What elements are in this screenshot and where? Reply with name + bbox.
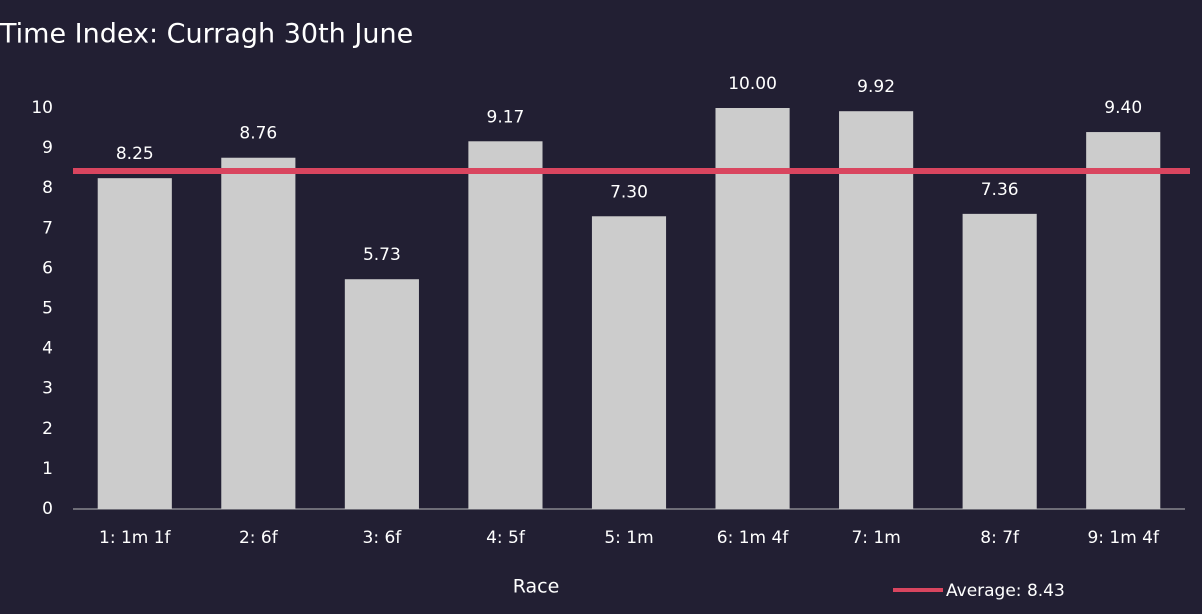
bar	[344, 279, 419, 509]
bar	[97, 178, 172, 510]
x-tick-label: 3: 6f	[363, 528, 403, 548]
bar	[1086, 132, 1161, 509]
bar	[962, 213, 1037, 509]
value-label: 8.25	[116, 144, 154, 164]
x-axis-label: Race	[513, 576, 560, 598]
value-label: 7.36	[981, 180, 1019, 200]
x-tick-label: 6: 1m 4f	[717, 528, 790, 548]
x-tick-label: 9: 1m 4f	[1087, 528, 1160, 548]
y-tick-label: 9	[42, 138, 53, 158]
y-tick-label: 4	[42, 339, 53, 359]
y-tick-label: 0	[42, 499, 53, 519]
y-tick-label: 7	[42, 218, 53, 238]
y-tick-label: 8	[42, 178, 53, 198]
bar	[715, 108, 790, 509]
x-tick-label: 4: 5f	[486, 528, 526, 548]
y-tick-label: 5	[42, 299, 53, 319]
value-label: 8.76	[239, 124, 277, 144]
value-label: 5.73	[363, 245, 401, 265]
y-tick-label: 10	[31, 98, 53, 118]
value-label: 10.00	[728, 74, 777, 94]
value-label: 9.17	[487, 107, 525, 127]
y-tick-label: 2	[42, 419, 53, 439]
x-tick-label: 1: 1m 1f	[99, 528, 172, 548]
x-tick-label: 2: 6f	[239, 528, 279, 548]
x-tick-label: 8: 7f	[980, 528, 1020, 548]
x-tick-label: 7: 1m	[851, 528, 900, 548]
y-tick-label: 3	[42, 379, 53, 399]
y-tick-label: 1	[42, 459, 53, 479]
bar	[468, 141, 543, 509]
y-tick-label: 6	[42, 258, 53, 278]
x-tick-label: 5: 1m	[604, 528, 653, 548]
value-label: 9.40	[1104, 98, 1142, 118]
bar	[591, 216, 667, 509]
bar	[839, 111, 914, 509]
bar	[221, 157, 296, 509]
chart-title: Time Index: Curragh 30th June	[0, 19, 413, 50]
value-label: 7.30	[610, 182, 648, 202]
legend-label: Average: 8.43	[946, 581, 1065, 601]
value-label: 9.92	[857, 77, 895, 97]
